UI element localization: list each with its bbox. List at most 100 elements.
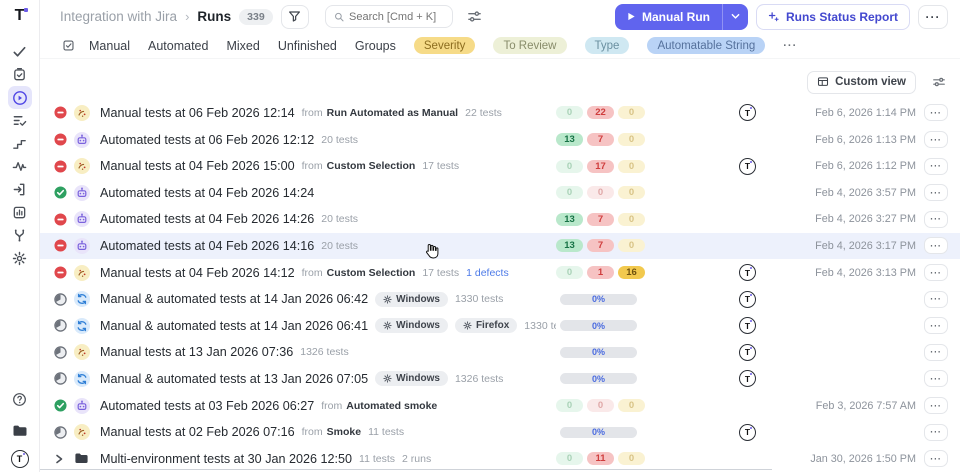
from-label: from — [321, 399, 343, 412]
run-row[interactable]: Automated tests at 04 Feb 2026 14:24 0 0 0 F… — [40, 179, 960, 206]
header-more-button[interactable]: ··· — [918, 4, 948, 29]
run-row[interactable]: Manual tests at 13 Jan 2026 07:36 1326 te… — [40, 339, 960, 366]
sidebar-item-pulse[interactable] — [8, 155, 32, 178]
tab-automated[interactable]: Automated — [148, 38, 209, 53]
from-source[interactable]: Smoke — [326, 426, 362, 439]
run-title[interactable]: Manual tests at 04 Feb 2026 15:00 — [100, 159, 295, 174]
row-more-button[interactable]: ··· — [924, 131, 948, 149]
run-row[interactable]: Automated tests at 03 Feb 2026 06:27 from… — [40, 392, 960, 419]
filter-chip-automatable-string[interactable]: Automatable String — [647, 37, 766, 55]
run-row[interactable]: Manual & automated tests at 13 Jan 2026 … — [40, 366, 960, 393]
row-more-button[interactable]: ··· — [924, 290, 948, 308]
search-settings-icon[interactable] — [467, 9, 482, 24]
sidebar-item-projects[interactable] — [8, 419, 32, 442]
row-more-button[interactable]: ··· — [924, 397, 948, 415]
sidebar-item-shared-steps[interactable] — [8, 132, 32, 155]
filter-button[interactable] — [280, 4, 309, 29]
run-title[interactable]: Automated tests at 04 Feb 2026 14:16 — [100, 238, 315, 253]
manual-run-dropdown[interactable] — [721, 3, 748, 30]
custom-view-button[interactable]: Custom view — [807, 70, 916, 94]
run-title[interactable]: Manual tests at 04 Feb 2026 14:12 — [100, 265, 295, 280]
run-row[interactable]: Automated tests at 04 Feb 2026 14:26 20 t… — [40, 206, 960, 233]
search-box[interactable] — [324, 5, 453, 29]
sidebar-item-help[interactable] — [8, 388, 32, 411]
row-more-button[interactable]: ··· — [924, 370, 948, 388]
sidebar-item-reports[interactable] — [8, 201, 32, 224]
row-more-button[interactable]: ··· — [924, 210, 948, 228]
filters-bar: Manual Automated Mixed Unfinished Groups… — [40, 34, 960, 59]
sidebar-item-runs[interactable] — [7, 86, 32, 109]
runs-status-report-button[interactable]: Runs Status Report — [755, 3, 910, 30]
tab-manual[interactable]: Manual — [89, 38, 130, 53]
row-more-button[interactable]: ··· — [924, 264, 948, 282]
run-result-cell: 0 22 0 — [556, 106, 666, 120]
row-more-button[interactable]: ··· — [924, 343, 948, 361]
sidebar-item-imports[interactable] — [8, 178, 32, 201]
edit-square-icon[interactable] — [62, 39, 75, 52]
run-row[interactable]: Automated tests at 06 Feb 2026 12:12 20 t… — [40, 126, 960, 153]
run-row[interactable]: Multi-environment tests at 30 Jan 2026 1… — [40, 445, 960, 472]
app-logo[interactable]: T — [15, 8, 29, 24]
from-source[interactable]: Custom Selection — [326, 266, 416, 279]
run-title[interactable]: Manual & automated tests at 14 Jan 2026 … — [100, 318, 369, 333]
from-source[interactable]: Custom Selection — [326, 160, 416, 173]
run-row[interactable]: Automated tests at 04 Feb 2026 14:16 20 t… — [40, 232, 960, 260]
run-title[interactable]: Automated tests at 06 Feb 2026 12:12 — [100, 132, 315, 147]
row-more-button[interactable]: ··· — [924, 450, 948, 468]
avatar-letter: T — [744, 320, 751, 331]
run-title[interactable]: Manual & automated tests at 14 Jan 2026 … — [100, 292, 369, 307]
run-title[interactable]: Multi-environment tests at 30 Jan 2026 1… — [100, 451, 353, 466]
run-title[interactable]: Manual tests at 06 Feb 2026 12:14 — [100, 105, 295, 120]
run-title[interactable]: Manual tests at 02 Feb 2026 07:16 — [100, 425, 295, 440]
run-result-cell: 0 1 16 — [556, 266, 666, 280]
filter-chip-type[interactable]: Type — [584, 37, 630, 55]
run-row[interactable]: Manual tests at 06 Feb 2026 12:14 from Run… — [40, 100, 960, 127]
tests-count: 20 tests — [321, 133, 359, 146]
run-automated-icon — [74, 131, 90, 148]
row-more-button[interactable]: ··· — [924, 237, 948, 255]
tab-mixed[interactable]: Mixed — [226, 38, 260, 53]
row-more-button[interactable]: ··· — [924, 423, 948, 441]
run-result-cell: 0% — [556, 320, 666, 332]
run-title[interactable]: Manual tests at 13 Jan 2026 07:36 — [100, 345, 294, 360]
sidebar-item-tests[interactable] — [8, 40, 32, 63]
run-row[interactable]: Manual & automated tests at 14 Jan 2026 … — [40, 312, 960, 339]
run-title[interactable]: Manual & automated tests at 13 Jan 2026 … — [100, 371, 369, 386]
run-title[interactable]: Automated tests at 03 Feb 2026 06:27 — [100, 398, 315, 413]
run-title[interactable]: Automated tests at 04 Feb 2026 14:26 — [100, 212, 315, 227]
filter-chip-to-review[interactable]: To Review — [493, 37, 567, 55]
sidebar-item-test-plans[interactable] — [8, 63, 32, 86]
sidebar-item-environments[interactable] — [8, 224, 32, 247]
run-status-cell — [54, 372, 74, 386]
run-row[interactable]: Manual tests at 04 Feb 2026 15:00 from Cus… — [40, 153, 960, 180]
search-input[interactable] — [349, 10, 444, 23]
profile-avatar[interactable]: T — [10, 450, 29, 468]
run-type-cell — [74, 451, 100, 466]
filter-chip-severity[interactable]: Severity — [413, 37, 476, 55]
row-more-button[interactable]: ··· — [924, 157, 948, 175]
run-row[interactable]: Manual tests at 02 Feb 2026 07:16 from Smo… — [40, 419, 960, 446]
manual-run-button[interactable]: Manual Run — [614, 3, 748, 30]
run-title[interactable]: Automated tests at 04 Feb 2026 14:24 — [100, 185, 315, 200]
run-row[interactable]: Manual & automated tests at 14 Jan 2026 … — [40, 286, 960, 313]
result-badge-yellow-f: 0 — [618, 106, 645, 120]
defects-link[interactable]: 1 defects — [466, 266, 509, 279]
sidebar-item-settings[interactable] — [8, 247, 32, 270]
row-more-button[interactable]: ··· — [924, 104, 948, 122]
result-badge-green-f: 0 — [556, 159, 583, 173]
chevron-right-icon[interactable] — [54, 454, 64, 464]
sidebar-item-requirements[interactable] — [8, 109, 32, 132]
from-source[interactable]: Run Automated as Manual — [326, 106, 459, 119]
breadcrumb-parent[interactable]: Integration with Jira — [60, 9, 178, 25]
tab-groups[interactable]: Groups — [354, 38, 396, 53]
assignee-avatar: T — [739, 290, 756, 308]
requirements-icon — [13, 116, 27, 126]
row-more-button[interactable]: ··· — [924, 317, 948, 335]
columns-settings-icon[interactable] — [932, 75, 946, 89]
run-row[interactable]: Manual tests at 04 Feb 2026 14:12 from Cus… — [40, 259, 960, 286]
runs-count-badge: 339 — [239, 8, 273, 25]
from-source[interactable]: Automated smoke — [346, 399, 438, 412]
tab-unfinished[interactable]: Unfinished — [277, 38, 337, 53]
row-more-button[interactable]: ··· — [924, 184, 948, 202]
filters-more-button[interactable]: ··· — [783, 39, 798, 52]
